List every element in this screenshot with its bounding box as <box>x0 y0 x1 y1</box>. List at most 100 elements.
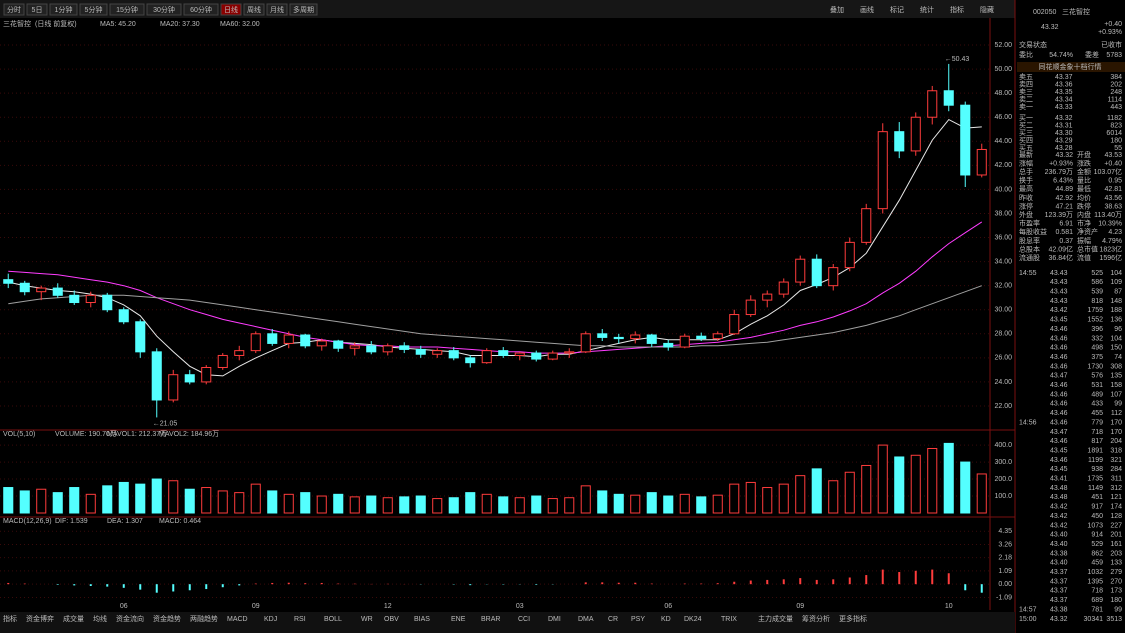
tick-volume: 539 <box>1091 289 1103 296</box>
bottom-tab[interactable]: BOLL <box>324 616 342 623</box>
bottom-tab[interactable]: 主力成交量 <box>758 614 793 623</box>
bottom-tab[interactable]: 两融趋势 <box>190 614 218 623</box>
bottom-tab[interactable]: CCI <box>518 616 530 623</box>
bottom-tab[interactable]: BRAR <box>481 616 500 623</box>
status-cell: 已收市 <box>1101 40 1122 49</box>
tick-count: 104 <box>1110 270 1122 277</box>
tick-volume: 375 <box>1091 354 1103 361</box>
period-button[interactable] <box>146 3 182 16</box>
bottom-tab[interactable]: ENE <box>451 616 466 623</box>
tool-button[interactable]: 标记 <box>890 5 904 14</box>
banner-text[interactable]: 同花顺金象十档行情 <box>1039 62 1102 71</box>
period-label[interactable]: 月线 <box>270 5 284 14</box>
legend-entry: VOLUME: 190.70万 <box>55 430 117 438</box>
period-button[interactable] <box>3 3 25 16</box>
period-button[interactable] <box>26 3 48 16</box>
bottom-tab[interactable]: 资金趋势 <box>153 614 181 623</box>
tool-button[interactable]: 隐藏 <box>980 5 994 14</box>
tick-count: 312 <box>1110 485 1122 492</box>
period-button[interactable] <box>183 3 219 16</box>
stat-cell: 43.32 <box>1055 152 1073 159</box>
book-volume: 6014 <box>1106 130 1122 137</box>
period-label[interactable]: 周线 <box>247 5 261 14</box>
candle-body <box>102 294 113 311</box>
period-button[interactable] <box>266 3 288 16</box>
book-volume: 1182 <box>1107 115 1122 122</box>
period-label[interactable]: 30分钟 <box>153 5 175 14</box>
period-label[interactable]: 日线 <box>224 5 238 14</box>
tick-count: 311 <box>1111 476 1122 483</box>
period-label[interactable]: 60分钟 <box>190 5 212 14</box>
bottom-tab[interactable]: OBV <box>384 616 399 623</box>
bottom-tab[interactable]: 筹资分析 <box>802 614 830 623</box>
volume-bar <box>217 490 228 514</box>
period-label[interactable]: 5分钟 <box>85 5 103 14</box>
bottom-tab[interactable]: MACD <box>227 616 248 623</box>
stat-cell: 金额 <box>1077 167 1091 176</box>
bottom-tab[interactable]: 指标 <box>3 614 17 623</box>
volume-bar <box>184 488 195 514</box>
bottom-tab[interactable]: RSI <box>294 616 306 623</box>
period-button[interactable] <box>243 3 265 16</box>
bottom-tab[interactable]: DMI <box>548 616 561 623</box>
period-label[interactable]: 1分钟 <box>55 5 73 14</box>
bottom-tab[interactable]: KD <box>661 616 671 623</box>
tick-price: 43.46 <box>1050 457 1068 464</box>
period-button[interactable] <box>289 3 318 16</box>
bottom-tab[interactable]: 均线 <box>93 614 107 623</box>
stat-cell: 236.79万 <box>1045 168 1073 176</box>
volume-bar <box>663 495 674 514</box>
book-label: 卖二 <box>1019 96 1033 104</box>
tick-price: 43.40 <box>1050 560 1068 567</box>
period-label[interactable]: 15分钟 <box>116 5 138 14</box>
bottom-tab[interactable]: 更多指标 <box>839 614 867 623</box>
candle-body <box>910 116 921 152</box>
period-label[interactable]: 多周期 <box>293 5 314 14</box>
tick-volume: 1149 <box>1088 485 1103 492</box>
book-volume: 202 <box>1110 81 1122 88</box>
bottom-tab[interactable]: BIAS <box>414 616 430 623</box>
stat-cell: 外盘 <box>1019 210 1033 219</box>
period-button[interactable] <box>49 3 78 16</box>
y-tick-label: 30.00 <box>994 307 1012 314</box>
stat-cell: 市净 <box>1077 219 1091 228</box>
bottom-tab[interactable]: PSY <box>631 616 645 623</box>
tick-volume: 396 <box>1091 326 1103 333</box>
tick-price: 43.42 <box>1050 307 1068 314</box>
book-price: 43.36 <box>1055 81 1073 88</box>
period-button[interactable] <box>220 3 242 16</box>
candle-body <box>184 374 195 383</box>
volume-bar <box>465 492 476 514</box>
tool-button[interactable]: 画线 <box>860 5 874 14</box>
period-label[interactable]: 5日 <box>32 6 43 14</box>
y-tick-label: 1.09 <box>998 568 1012 575</box>
bottom-tab[interactable]: DK24 <box>684 616 702 623</box>
stat-cell: 涨跌 <box>1077 158 1091 167</box>
tool-button[interactable]: 指标 <box>950 5 964 14</box>
bottom-tab[interactable]: 成交量 <box>63 614 84 623</box>
stat-cell: 0.95 <box>1108 178 1122 185</box>
bottom-tab[interactable]: DMA <box>578 616 594 623</box>
period-label[interactable]: 分时 <box>7 5 21 14</box>
book-label: 买三 <box>1019 129 1033 137</box>
tick-price: 43.38 <box>1050 606 1068 613</box>
x-tick-label: 09 <box>252 603 260 610</box>
bottom-tab[interactable]: KDJ <box>264 616 277 623</box>
y-tick-label: 0.00 <box>998 581 1012 588</box>
tick-volume: 862 <box>1091 550 1103 557</box>
tool-button[interactable]: 叠加 <box>830 5 844 14</box>
volume-bar <box>19 490 30 514</box>
candle-body <box>894 131 905 152</box>
tick-price: 43.46 <box>1050 363 1068 370</box>
bottom-tab[interactable]: TRIX <box>721 616 737 623</box>
bottom-tab[interactable]: WR <box>361 616 373 623</box>
volume-bar <box>69 487 80 514</box>
tab-bar <box>0 612 1015 633</box>
bottom-tab[interactable]: 资金博弈 <box>26 614 54 623</box>
period-button[interactable] <box>109 3 145 16</box>
tick-count: 279 <box>1110 569 1122 576</box>
bottom-tab[interactable]: 资金流向 <box>116 614 144 623</box>
tool-button[interactable]: 统计 <box>920 5 934 14</box>
bottom-tab[interactable]: CR <box>608 616 618 623</box>
period-button[interactable] <box>79 3 108 16</box>
